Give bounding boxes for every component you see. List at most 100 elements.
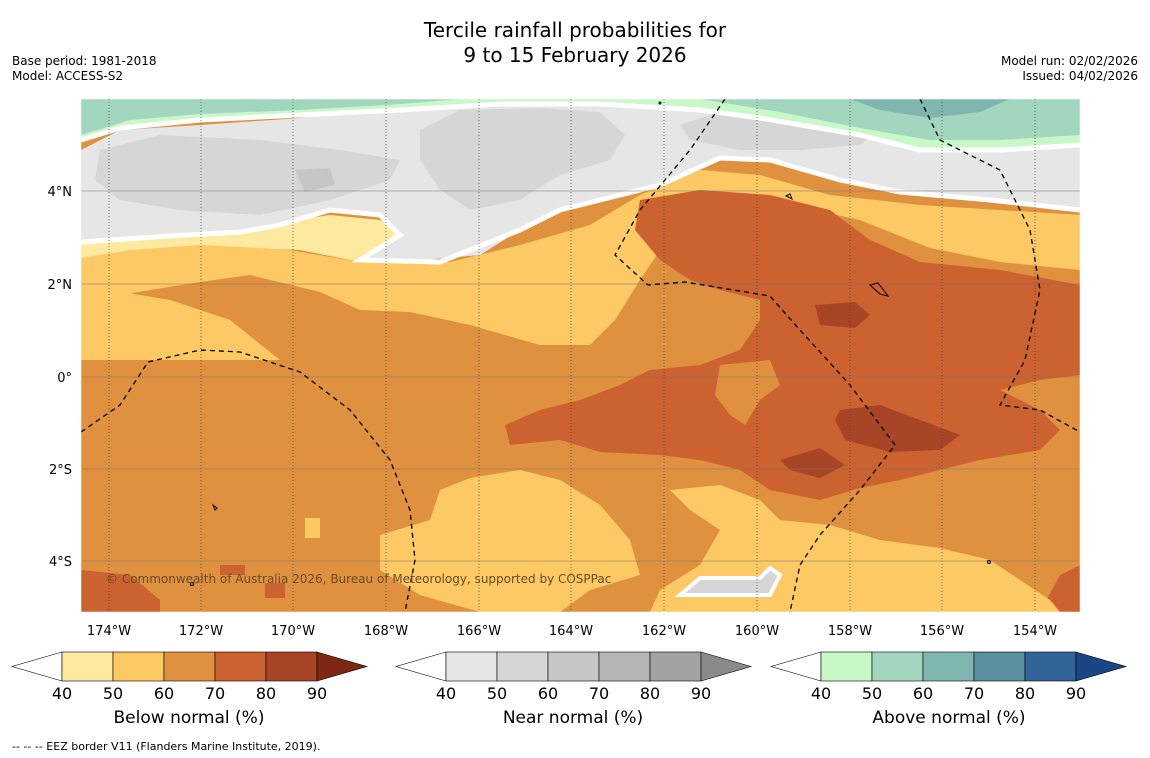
lon-label: 156°W	[920, 624, 964, 639]
near-normal-boundary	[81, 155, 1080, 265]
near-south-patch	[674, 565, 783, 597]
colorbar-segment	[61, 651, 114, 682]
colorbar-over-triangle	[316, 651, 369, 682]
below-50-60-west	[81, 290, 280, 360]
colorbar-over-triangle	[1075, 651, 1128, 682]
colorbar-segment	[649, 651, 702, 682]
colorbar-segment	[214, 651, 267, 682]
base-period-text: Base period: 1981-2018	[12, 54, 157, 68]
lat-label: 0°	[57, 371, 72, 386]
colorbar-tick-label: 60	[154, 684, 174, 703]
colorbar-tick-label: 90	[691, 684, 711, 703]
colorbar-tick-label: 40	[436, 684, 456, 703]
issued-text: Issued: 04/02/2026	[1022, 69, 1138, 83]
colorbar-tick-label: 50	[103, 684, 123, 703]
meta-right: Model run: 02/02/2026 Issued: 04/02/2026	[1001, 54, 1138, 84]
colorbar-segment	[820, 651, 873, 682]
colorbar-segment	[112, 651, 165, 682]
colorbar-under-triangle	[769, 651, 822, 682]
map-frame	[80, 98, 1081, 613]
below-70-80-west-strip	[81, 570, 160, 612]
colorbar-tick-label: 80	[256, 684, 276, 703]
islands	[190, 101, 991, 586]
colorbar-tick-label: 50	[862, 684, 882, 703]
latitude-lines	[81, 190, 1080, 562]
latitude-labels: 4°N 2°N 0° 2°S 4°S	[48, 185, 73, 570]
title-line-1: Tercile rainfall probabilities for	[423, 18, 727, 42]
lon-label: 166°W	[457, 624, 501, 639]
lat-label: 2°N	[48, 278, 73, 293]
lon-label: 168°W	[364, 624, 408, 639]
colorbar-segment	[922, 651, 975, 682]
above-normal-boundary	[81, 101, 1080, 153]
colorbar-tick-label: 60	[538, 684, 558, 703]
lon-label: 154°W	[1013, 624, 1057, 639]
meta-left: Base period: 1981-2018 Model: ACCESS-S2	[12, 54, 157, 84]
colorbar-above: 40 50 60 70 80 90	[769, 651, 1128, 703]
title-line-2: 9 to 15 February 2026	[463, 43, 687, 67]
colorbar-segment	[163, 651, 216, 682]
colorbar-segment	[973, 651, 1026, 682]
lon-label: 164°W	[549, 624, 593, 639]
colorbar-tick-label: 70	[589, 684, 609, 703]
colorbar-tick-label: 60	[913, 684, 933, 703]
colorbar-below: 40 50 60 70 80 90	[10, 651, 369, 703]
below-80-90-patch-3	[780, 448, 845, 478]
lon-label: 160°W	[735, 624, 779, 639]
below-50-60-south-west	[305, 518, 320, 538]
below-60-70-island	[715, 360, 780, 425]
near-normal-label: Near normal (%)	[502, 708, 644, 728]
above-60-70-patch	[850, 99, 1010, 118]
colorbar-over-triangle	[700, 651, 753, 682]
below-50-60-south-center	[380, 470, 640, 612]
lon-label: 170°W	[271, 624, 315, 639]
lon-label: 162°W	[642, 624, 686, 639]
probability-field	[81, 99, 1080, 612]
lon-label: 172°W	[179, 624, 223, 639]
colorbar-tick-label: 80	[640, 684, 660, 703]
colorbar-tick-label: 80	[1015, 684, 1035, 703]
colorbar-tick-label: 70	[964, 684, 984, 703]
colorbar-segment	[871, 651, 924, 682]
colorbar-tick-label: 40	[811, 684, 831, 703]
below-80-90-patch-1	[815, 302, 870, 328]
longitude-labels: 174°W 172°W 170°W 168°W 166°W 164°W 162°…	[87, 624, 1057, 639]
model-text: Model: ACCESS-S2	[12, 69, 124, 83]
eez-borders	[81, 99, 1080, 612]
colorbar-tick-label: 50	[487, 684, 507, 703]
lon-label: 174°W	[87, 624, 131, 639]
colorbar-segment	[265, 651, 318, 682]
colorbar-under-triangle	[10, 651, 63, 682]
eez-footer-note: -- -- -- EEZ border V11 (Flanders Marine…	[12, 740, 321, 753]
lon-label: 158°W	[828, 624, 872, 639]
map-title: Tercile rainfall probabilities for 9 to …	[0, 18, 1150, 68]
model-run-text: Model run: 02/02/2026	[1000, 54, 1138, 68]
colorbar-segment	[547, 651, 600, 682]
near-50-60-patch-center	[420, 108, 625, 210]
lat-label: 4°N	[48, 185, 73, 200]
colorbar-near: 40 50 60 70 80 90	[394, 651, 753, 703]
colorbar-segment	[598, 651, 651, 682]
colorbar-segment	[496, 651, 549, 682]
colorbar-under-triangle	[394, 651, 447, 682]
colorbar-tick-label: 90	[1066, 684, 1086, 703]
below-70-80-small-1	[220, 565, 245, 575]
lat-label: 2°S	[49, 463, 72, 478]
colorbar-segment	[1024, 651, 1077, 682]
below-80-90-patch-2	[835, 405, 960, 452]
below-70-80-east	[505, 190, 1080, 500]
lat-label: 4°S	[49, 555, 72, 570]
colorbar-tick-label: 40	[52, 684, 72, 703]
below-50-60-north	[81, 170, 1080, 345]
above-50-60-band	[81, 99, 460, 135]
below-normal-label: Below normal (%)	[113, 708, 265, 728]
colorbar-tick-label: 90	[307, 684, 327, 703]
above-normal-label: Above normal (%)	[872, 708, 1026, 728]
colorbar-tick-label: 70	[205, 684, 225, 703]
copyright-text: © Commonwealth of Australia 2026, Bureau…	[106, 572, 611, 586]
near-60-70-patch	[295, 168, 335, 192]
below-70-80-small-2	[265, 583, 285, 598]
colorbar-segment	[445, 651, 498, 682]
near-50-60-patch-west	[95, 135, 400, 215]
